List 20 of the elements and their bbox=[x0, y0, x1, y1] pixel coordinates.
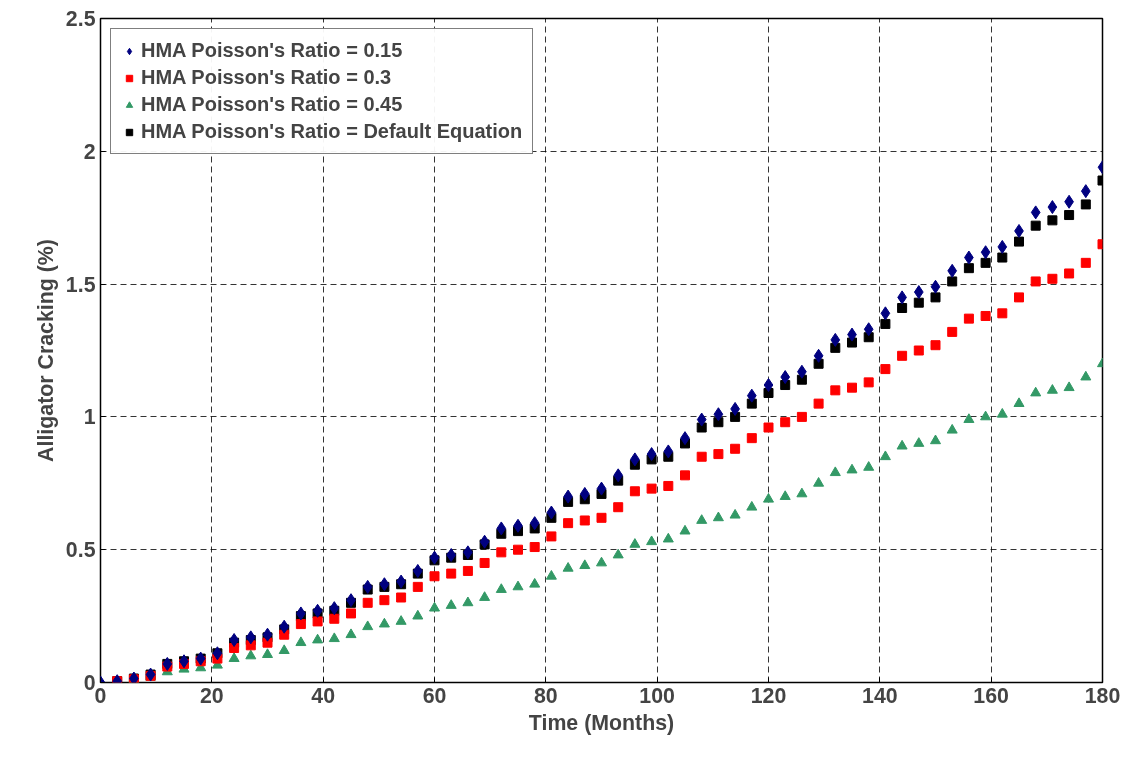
x-axis-title: Time (Months) bbox=[528, 710, 675, 735]
y-tick-label: 1 bbox=[83, 405, 96, 430]
y-tick-label: 0.5 bbox=[65, 538, 96, 563]
x-tick-label: 100 bbox=[639, 683, 675, 708]
x-tick-label: 160 bbox=[973, 683, 1009, 708]
y-axis-title: Alligator Cracking (%) bbox=[33, 239, 58, 462]
x-tick-label: 140 bbox=[862, 683, 898, 708]
y-tick-label: 2 bbox=[83, 139, 96, 164]
legend-label: HMA Poisson's Ratio = 0.15 bbox=[141, 39, 403, 62]
x-tick-label: 20 bbox=[199, 683, 224, 708]
x-tick-label: 180 bbox=[1084, 683, 1121, 708]
x-tick-label: 120 bbox=[750, 683, 787, 708]
x-tick-label: 40 bbox=[311, 683, 336, 708]
legend-label: HMA Poisson's Ratio = Default Equation bbox=[141, 120, 523, 143]
x-tick-label: 60 bbox=[422, 683, 447, 708]
y-tick-label: 2.5 bbox=[65, 7, 96, 31]
y-tick-label: 1.5 bbox=[65, 272, 96, 297]
legend-label: HMA Poisson's Ratio = 0.45 bbox=[141, 93, 403, 116]
x-tick-label: 80 bbox=[533, 683, 558, 708]
legend-label: HMA Poisson's Ratio = 0.3 bbox=[141, 66, 392, 89]
